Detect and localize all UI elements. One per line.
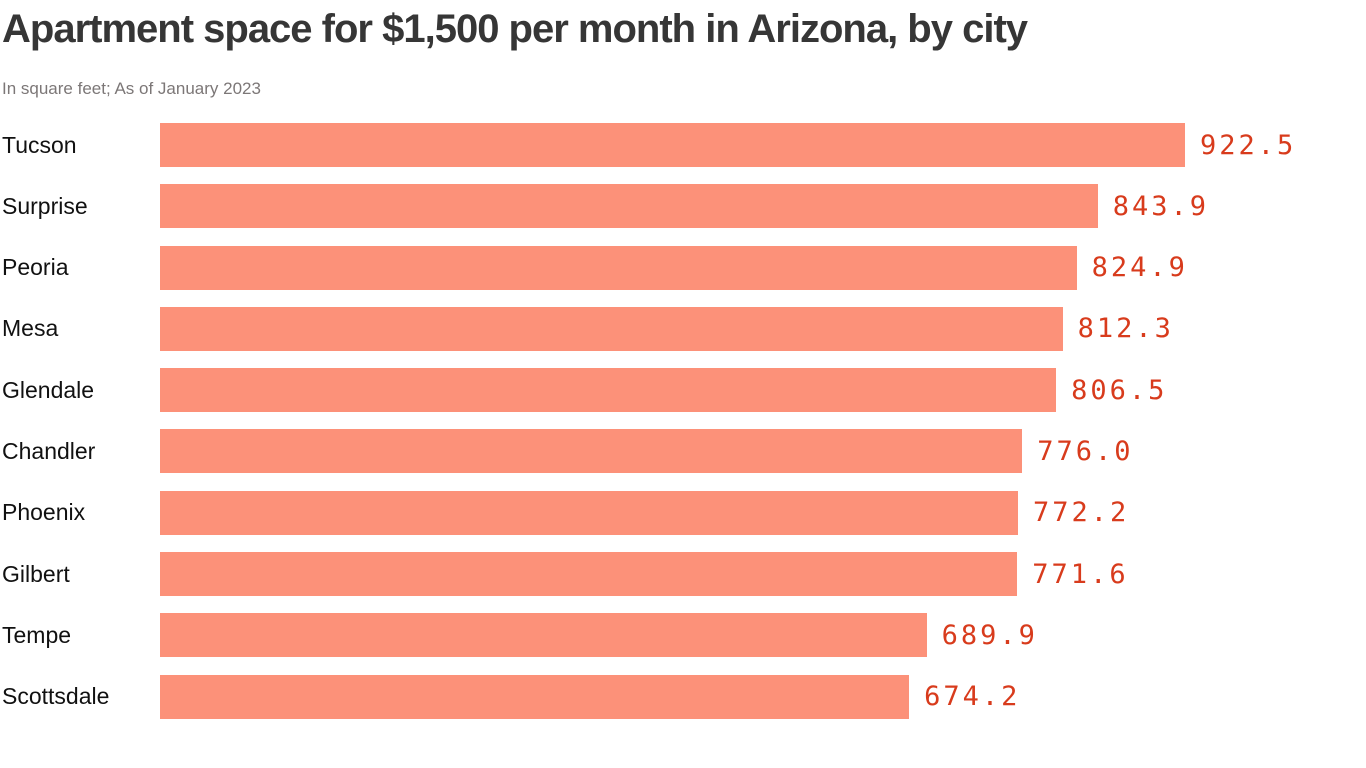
bar-value: 674.2	[924, 681, 1021, 713]
bar-value: 771.6	[1032, 558, 1129, 590]
bar-row: Surprise 843.9	[0, 184, 1366, 229]
bar-label: Tucson	[2, 131, 77, 158]
bar-label: Phoenix	[2, 499, 86, 526]
bar-label: Surprise	[2, 192, 88, 219]
bar-value: 689.9	[941, 619, 1038, 651]
bar-value: 922.5	[1200, 129, 1297, 161]
bar-value: 812.3	[1077, 313, 1174, 345]
bar	[160, 674, 910, 719]
bar-chart: Tucson 922.5 Surprise 843.9 Peoria 824.9…	[0, 123, 1366, 719]
bar-label: Peoria	[2, 254, 69, 281]
bar	[160, 429, 1023, 474]
bar	[160, 552, 1018, 597]
bar	[160, 490, 1018, 535]
chart-subtitle: In square feet; As of January 2023	[2, 79, 261, 98]
bar-value: 772.2	[1033, 497, 1130, 529]
bar-row: Tucson 922.5	[0, 123, 1366, 167]
bar-row: Peoria 824.9	[0, 245, 1366, 290]
bar-row: Chandler 776.0	[0, 429, 1366, 474]
bar-label: Scottsdale	[2, 683, 110, 710]
bar	[160, 123, 1185, 167]
bar	[160, 613, 927, 658]
bar	[160, 306, 1063, 351]
bar-label: Tempe	[2, 621, 72, 648]
bar-row: Gilbert 771.6	[0, 552, 1366, 597]
bar-label: Gilbert	[2, 560, 70, 587]
bar-row: Scottsdale 674.2	[0, 674, 1366, 719]
bar-value: 824.9	[1091, 252, 1188, 284]
bar	[160, 245, 1077, 290]
bar-value: 843.9	[1112, 190, 1209, 222]
bar-row: Mesa 812.3	[0, 306, 1366, 351]
bar-label: Mesa	[2, 315, 59, 342]
bar-row: Phoenix 772.2	[0, 490, 1366, 535]
chart-title: Apartment space for $1,500 per month in …	[2, 7, 1028, 51]
bar-value: 776.0	[1037, 435, 1134, 467]
bar-value: 806.5	[1071, 374, 1168, 406]
bar	[160, 184, 1098, 229]
bar	[160, 368, 1057, 413]
bar-label: Chandler	[2, 437, 96, 464]
bar-row: Glendale 806.5	[0, 368, 1366, 413]
bar-row: Tempe 689.9	[0, 613, 1366, 658]
bar-label: Glendale	[2, 376, 95, 403]
